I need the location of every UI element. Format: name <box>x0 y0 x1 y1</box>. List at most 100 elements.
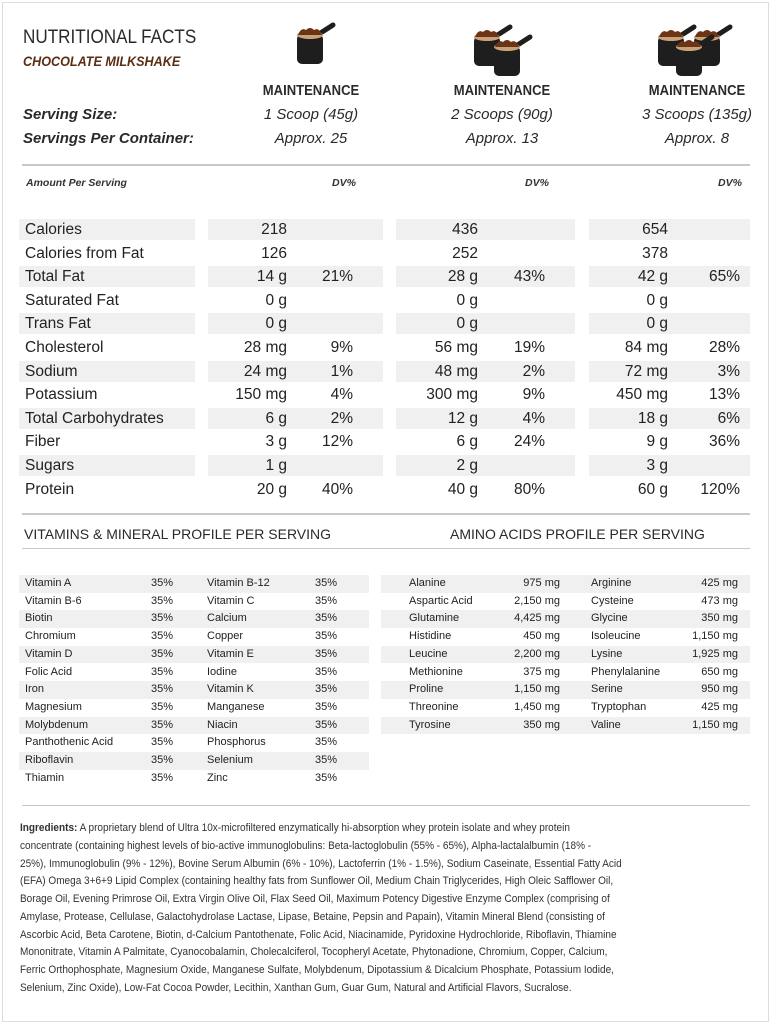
divider <box>22 805 750 806</box>
amino-row: Proline 1,150 mg Serine 950 mg <box>381 681 750 699</box>
nutrient-amount: 28 mg <box>243 339 287 356</box>
nutrient-amount: 6 g <box>265 409 287 427</box>
amino-name: Lysine <box>591 647 623 660</box>
vitamin-row: Biotin 35% Calcium 35% <box>19 610 369 629</box>
nutrient-amount: 378 <box>642 244 668 262</box>
nutrient-amount: 0 g <box>646 315 668 333</box>
ingredients-line: Amylase, Protease, Cellulase, Galactohyd… <box>20 909 622 927</box>
vitamin-dv: 35% <box>151 594 174 607</box>
nutrient-amount: 28 g <box>447 268 478 286</box>
vitamin-dv: 35% <box>315 612 338 625</box>
row-shade <box>208 455 383 476</box>
table-row: Sodium 24 mg 1% 48 mg 2% 72 mg 3% <box>0 361 771 385</box>
flavor-subtitle: CHOCOLATE MILKSHAKE <box>23 53 181 69</box>
vitamin-row: Molybdenum 35% Niacin 35% <box>19 716 369 735</box>
nutrient-amount: 6 g <box>456 433 478 451</box>
amino-name: Glycine <box>591 612 628 625</box>
nutrient-amount: 450 mg <box>616 386 668 404</box>
amino-name: Phenylalanine <box>591 665 661 678</box>
row-shade <box>19 407 195 429</box>
vitamin-row: Vitamin A 35% Vitamin B-12 35% <box>19 575 369 593</box>
vitamin-name: Niacin <box>207 718 238 731</box>
vitamin-name: Riboflavin <box>25 754 74 766</box>
nutrient-amount: 20 g <box>256 480 287 498</box>
vitamin-row: Vitamin B-6 35% Vitamin C 35% <box>19 593 369 611</box>
amino-row: Tyrosine 350 mg Valine 1,150 mg <box>381 716 750 735</box>
nutrient-dv: 24% <box>513 433 545 451</box>
dv-header-3: DV% <box>718 177 742 189</box>
amino-row: Alanine 975 mg Arginine 425 mg <box>381 575 750 593</box>
nutrient-dv: 80% <box>513 480 545 498</box>
row-shade <box>589 360 750 382</box>
ingredients-line-text: Mononitrate, Vitamin A Palmitate, Cyanoc… <box>20 946 608 959</box>
nutrient-amount: 9 g <box>646 433 668 451</box>
nutrient-name: Protein <box>25 480 75 498</box>
serving-size-1: 1 Scoop (45g) <box>263 106 359 123</box>
nutrient-amount: 3 g <box>646 457 668 474</box>
three-scoops-icon <box>656 22 756 77</box>
amino-name: Isoleucine <box>591 630 641 643</box>
ingredients-line-text: Borage Oil, Evening Primrose Oil, Extra … <box>20 893 610 905</box>
amino-amount: 975 mg <box>523 577 560 589</box>
nutrient-amount: 436 <box>452 221 478 238</box>
nutrient-amount: 654 <box>642 221 668 238</box>
ingredients-line: 25%), Immunoglobulin (9% - 12%), Bovine … <box>20 856 622 874</box>
amino-amount: 2,150 mg <box>514 594 560 607</box>
vitamins-title: VITAMINS & MINERAL PROFILE PER SERVING <box>24 526 332 542</box>
ingredients-line-text: Ascorbic Acid, Beta Carotene, Biotin, d-… <box>20 928 617 941</box>
vitamin-name: Iron <box>25 683 44 696</box>
vitamin-dv: 35% <box>315 630 338 643</box>
vitamin-dv: 35% <box>315 594 338 607</box>
nutrient-name: Cholesterol <box>25 339 104 356</box>
servings-3: Approx. 8 <box>664 130 730 147</box>
vitamin-dv: 35% <box>151 771 174 784</box>
amino-name: Tryptophan <box>591 700 647 713</box>
serving-size-label: Serving Size: <box>23 106 118 123</box>
ingredients-line: Ascorbic Acid, Beta Carotene, Biotin, d-… <box>20 927 622 945</box>
nutrient-dv: 40% <box>321 480 353 498</box>
nutrient-dv: 19% <box>513 339 545 356</box>
vitamin-name: Folic Acid <box>25 665 73 678</box>
vitamin-row: Folic Acid 35% Iodine 35% <box>19 664 369 682</box>
row-shade <box>208 407 383 429</box>
nutrient-amount: 18 g <box>637 409 668 427</box>
divider <box>22 548 750 549</box>
nutrient-dv: 120% <box>700 480 740 498</box>
vitamin-dv: 35% <box>151 700 174 713</box>
table-row: Trans Fat 0 g 0 g 0 g <box>0 313 771 337</box>
table-row: Total Carbohydrates 6 g 2% 12 g 4% 18 g 6% <box>0 408 771 432</box>
amino-name: Alanine <box>409 577 446 589</box>
nutrient-amount: 252 <box>452 244 478 262</box>
vitamin-row: Chromium 35% Copper 35% <box>19 628 369 646</box>
amino-amount: 650 mg <box>701 665 738 678</box>
vitamin-dv: 35% <box>151 683 174 696</box>
nutrient-amount: 0 g <box>265 291 287 309</box>
divider <box>22 513 750 515</box>
vitamin-dv: 35% <box>315 754 338 766</box>
amino-amount: 425 mg <box>701 577 738 589</box>
amino-name: Leucine <box>409 647 448 660</box>
amino-name: Proline <box>409 683 444 696</box>
ingredients-line-text: 25%), Immunoglobulin (9% - 12%), Bovine … <box>20 857 622 870</box>
ingredients-line: Ferric Orthophosphate, Magnesium Oxide, … <box>20 962 622 980</box>
vitamin-dv: 35% <box>315 665 338 678</box>
vitamin-dv: 35% <box>151 647 174 660</box>
row-shade <box>208 266 383 288</box>
row-shade <box>208 313 383 335</box>
nutrient-name: Fiber <box>25 433 61 451</box>
amino-name: Arginine <box>591 577 632 589</box>
vitamin-dv: 35% <box>315 577 338 589</box>
vitamin-dv: 35% <box>151 736 174 749</box>
nutrient-amount: 14 g <box>256 268 287 286</box>
amino-amount: 1,150 mg <box>514 683 560 696</box>
nutrient-amount: 150 mg <box>235 386 287 404</box>
row-shade <box>589 219 750 240</box>
vitamin-dv: 35% <box>315 771 338 784</box>
row-shade <box>19 219 195 240</box>
amino-name: Aspartic Acid <box>409 594 473 607</box>
vitamin-name: Manganese <box>207 700 265 713</box>
row-shade <box>396 313 575 335</box>
amino-name: Methionine <box>409 665 463 678</box>
ingredients-line-text: concentrate (containing highest levels o… <box>20 839 592 852</box>
